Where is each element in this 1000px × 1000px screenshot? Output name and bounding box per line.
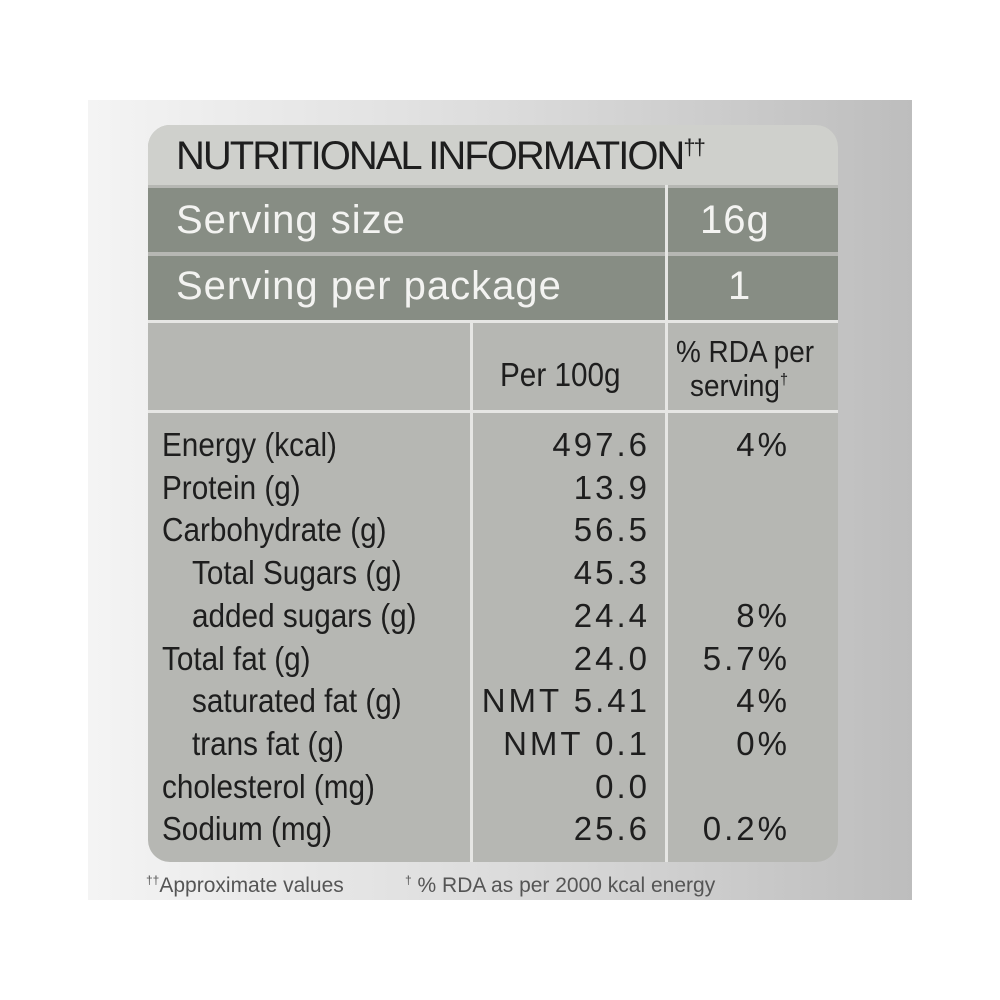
per-100g-value: 13.9: [573, 468, 650, 506]
per-100g-value: 497.6: [552, 426, 650, 463]
nutrient-name: cholesterol (mg): [162, 767, 375, 805]
footnote-mark: ††: [146, 873, 160, 887]
nutrient-name: Total Sugars (g): [192, 554, 402, 592]
per-100g-value: 0.0: [595, 767, 650, 805]
title: NUTRITIONAL INFORMATION††: [176, 134, 706, 179]
nutrient-name: Protein (g): [162, 468, 301, 506]
footnote-text: % RDA as per 2000 kcal energy: [417, 874, 716, 897]
rda-value: 0.2%: [702, 810, 790, 848]
per-100g-value: 24.4: [573, 596, 650, 634]
serving-row: [148, 188, 838, 252]
serving-value: 1: [728, 264, 752, 308]
per-100g-value: NMT 0.1: [503, 724, 650, 762]
rda-value: 5.7%: [702, 639, 790, 677]
rda-value: 8%: [736, 596, 790, 634]
rda-value: 4%: [736, 426, 790, 463]
nutrient-name: Carbohydrate (g): [162, 511, 387, 549]
rda-value: 0%: [736, 724, 790, 762]
column-header: % RDA per: [676, 334, 815, 369]
title-text: NUTRITIONAL INFORMATION: [176, 134, 685, 178]
title-mark: ††: [683, 134, 706, 160]
column-header-text: serving: [690, 368, 780, 403]
serving-label: Serving per package: [176, 264, 562, 308]
nutrient-name: added sugars (g): [192, 596, 417, 634]
column-divider: [665, 185, 668, 862]
per-100g-value: NMT 5.41: [481, 682, 650, 720]
column-header: serving†: [690, 368, 788, 404]
serving-label: Serving size: [176, 198, 406, 242]
footnote-mark: †: [405, 873, 412, 887]
rda-value: 4%: [736, 682, 790, 720]
serving-row: [148, 256, 838, 320]
footnote: † % RDA as per 2000 kcal energy: [405, 873, 715, 898]
column-divider: [470, 320, 473, 862]
footnote: ††Approximate values: [146, 873, 344, 898]
serving-value: 16g: [700, 198, 770, 242]
row-divider: [148, 320, 838, 323]
per-100g-value: 24.0: [573, 639, 650, 677]
column-header-mark: †: [779, 371, 788, 389]
nutrient-name: Energy (kcal): [162, 426, 337, 463]
row-divider: [148, 410, 838, 413]
nutrient-name: Sodium (mg): [162, 810, 333, 848]
footnote-text: Approximate values: [159, 874, 344, 897]
nutrient-name: saturated fat (g): [192, 682, 402, 720]
per-100g-value: 56.5: [573, 511, 650, 549]
nutrient-name: Total fat (g): [162, 639, 311, 677]
per-100g-value: 45.3: [573, 554, 650, 592]
per-100g-value: 25.6: [573, 810, 650, 848]
title-bar: [148, 125, 838, 185]
column-header: Per 100g: [500, 356, 621, 393]
nutrient-name: trans fat (g): [192, 724, 344, 762]
label-panel: [148, 125, 838, 862]
